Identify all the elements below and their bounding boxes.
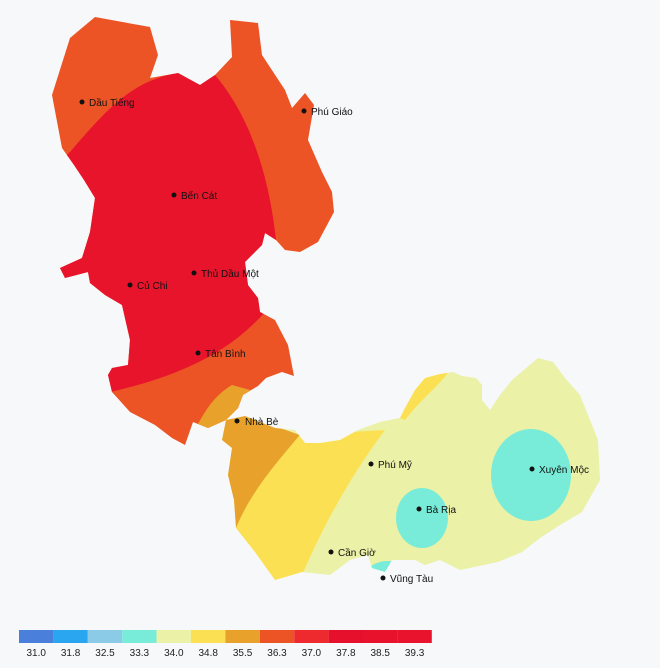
city-dot (301, 108, 307, 114)
legend-swatch-34-8 (191, 630, 226, 643)
legend-swatch-32-5 (87, 630, 123, 643)
city-nha-be[interactable]: Nhà Bè (234, 417, 279, 428)
city-dot (328, 549, 334, 555)
city-markers: Dầu Tiếng Phú Giáo Bến Cát Thủ Dầu Một C… (79, 97, 590, 585)
city-label: Xuyên Mộc (539, 465, 589, 476)
city-dot (380, 575, 386, 581)
city-dot (79, 99, 85, 105)
legend-label: 37.0 (302, 648, 322, 659)
city-vung-tau[interactable]: Vũng Tàu (380, 574, 434, 585)
legend-swatch-34-0 (156, 630, 191, 643)
legend-label: 31.0 (26, 648, 46, 659)
temperature-legend: 31.0 31.8 32.5 33.3 34.0 34.8 35.5 36.3 37.0 37.8… (19, 630, 432, 659)
city-dau-tieng[interactable]: Dầu Tiếng (79, 97, 135, 109)
city-phu-giao[interactable]: Phú Giáo (301, 107, 354, 118)
legend-swatch-33-3 (122, 630, 157, 643)
city-dot (127, 282, 133, 288)
legend-label: 34.0 (164, 648, 184, 659)
city-label: Phú Giáo (311, 107, 353, 118)
city-cu-chi[interactable]: Củ Chi (127, 280, 168, 292)
city-label: Phú Mỹ (378, 460, 412, 471)
city-xuyen-moc[interactable]: Xuyên Mộc (529, 465, 590, 476)
legend-swatch-31-8 (53, 630, 88, 643)
zone-33-3-xuyen-moc (491, 429, 571, 521)
city-label: Thủ Dầu Một (201, 268, 259, 280)
city-dot (529, 466, 535, 472)
city-can-gio[interactable]: Cần Giờ (328, 547, 377, 559)
city-label: Tân Bình (205, 349, 246, 360)
legend-label: 32.5 (95, 648, 115, 659)
city-thu-dau-mot[interactable]: Thủ Dầu Một (191, 268, 260, 280)
legend-label: 37.8 (336, 648, 356, 659)
city-dot (234, 418, 240, 424)
city-dot (368, 461, 374, 467)
legend-label: 36.3 (267, 648, 287, 659)
city-dot (191, 270, 197, 276)
city-phu-my[interactable]: Phú Mỹ (368, 460, 412, 471)
legend-label: 33.3 (130, 648, 150, 659)
city-ba-ria[interactable]: Bà Rịa (416, 505, 457, 516)
city-label: Bà Rịa (426, 505, 456, 516)
legend-label: 31.8 (61, 648, 81, 659)
legend-label: 39.3 (405, 648, 425, 659)
city-ben-cat[interactable]: Bến Cát (171, 190, 218, 202)
city-label: Củ Chi (137, 280, 168, 292)
city-label: Vũng Tàu (390, 574, 433, 585)
zone-33-3-ba-ria (396, 488, 448, 548)
legend-swatch-31-0 (19, 630, 54, 643)
city-label: Dầu Tiếng (89, 97, 135, 109)
city-dot (416, 506, 422, 512)
legend-swatch-39-3 (397, 630, 432, 643)
north-region (52, 17, 334, 445)
legend-label: 35.5 (233, 648, 253, 659)
city-label: Bến Cát (181, 190, 217, 202)
legend-swatch-38-5 (363, 630, 398, 643)
legend-label: 38.5 (370, 648, 390, 659)
city-dot (171, 192, 177, 198)
legend-swatch-35-5 (225, 630, 260, 643)
legend-swatch-37-8 (328, 630, 363, 643)
legend-label: 34.8 (198, 648, 218, 659)
city-label: Nhà Bè (245, 417, 279, 428)
legend-swatch-36-3 (259, 630, 295, 643)
city-label: Cần Giờ (338, 547, 376, 559)
city-tan-binh[interactable]: Tân Bình (195, 349, 246, 360)
legend-swatch-37-0 (294, 630, 329, 643)
city-dot (195, 350, 201, 356)
